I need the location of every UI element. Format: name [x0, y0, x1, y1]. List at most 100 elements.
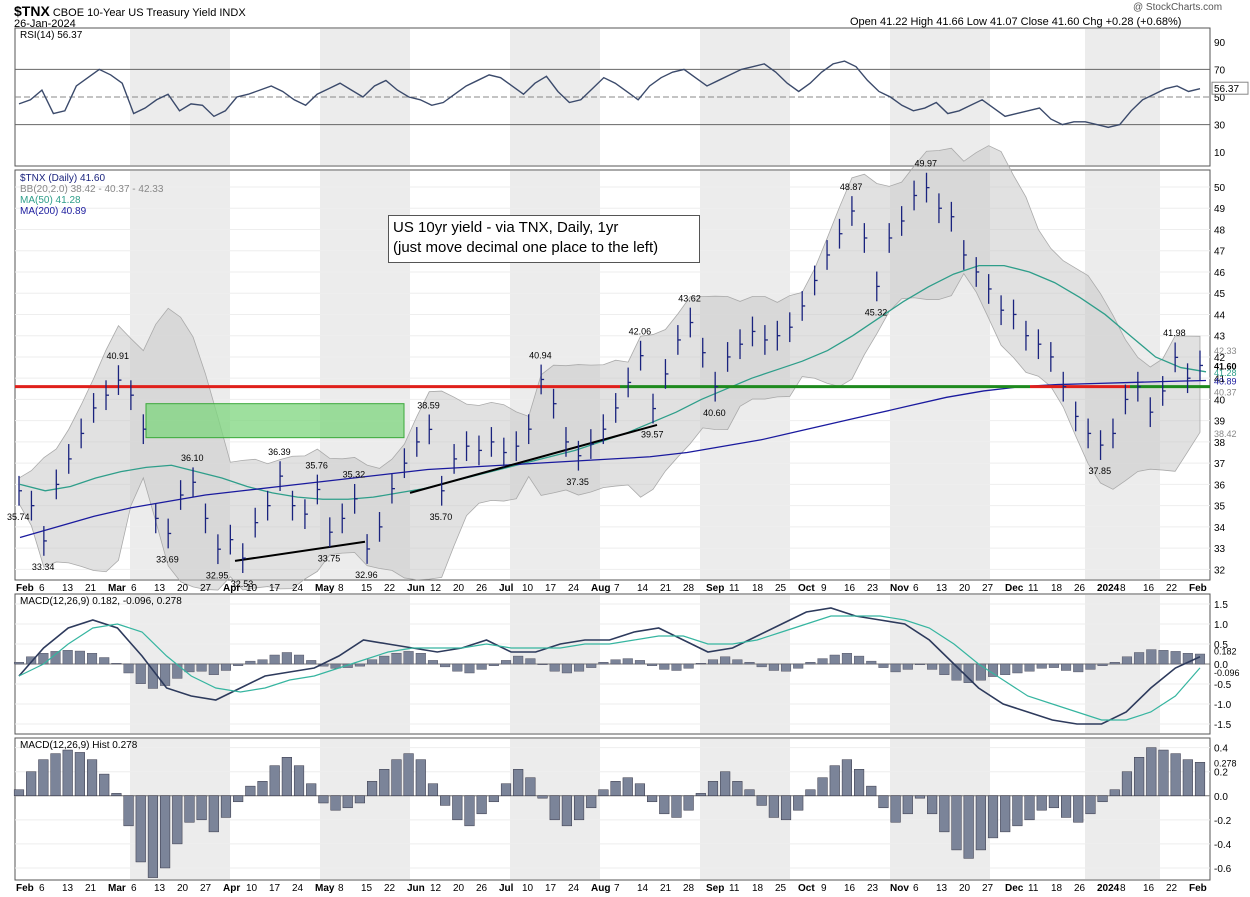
macd-hist-bar: [1170, 651, 1181, 665]
ma200-legend: MA(200) 40.89: [20, 206, 87, 217]
price-tick-label: 45: [1214, 289, 1226, 300]
price-value-label: 41.98: [1163, 328, 1186, 338]
hist-bar: [720, 771, 731, 797]
macd-hist-bar: [367, 659, 378, 665]
macd-hist-bar: [744, 662, 755, 665]
hist-bar: [927, 795, 938, 815]
macd-hist-bar: [963, 663, 974, 683]
price-x-axis-label: 18: [752, 583, 764, 594]
macd-hist-bar: [111, 663, 122, 665]
hist-x-axis-label: 17: [545, 883, 557, 894]
macd-right-label: 0.182: [1214, 647, 1237, 657]
hist-x-axis-label: Oct: [798, 883, 815, 894]
hist-x-axis-label: 15: [361, 883, 373, 894]
hist-bar: [160, 795, 171, 869]
hist-bar: [111, 793, 122, 797]
price-value-label: 32.95: [206, 570, 229, 580]
hist-bar: [440, 795, 451, 806]
macd-hist-bar: [829, 654, 840, 665]
hist-bar: [172, 795, 183, 845]
hist-bar: [403, 753, 414, 797]
price-x-axis-label: 16: [1143, 583, 1155, 594]
hist-bar: [99, 773, 110, 797]
price-x-axis-label: 22: [384, 583, 396, 594]
hist-bar: [634, 783, 646, 797]
hist-bar: [233, 795, 244, 803]
hist-bar: [427, 783, 439, 797]
hist-bar: [488, 795, 499, 803]
price-value-label: 32.96: [355, 570, 378, 580]
hist-x-axis-label: 21: [85, 883, 97, 894]
price-x-axis-label: 27: [200, 583, 212, 594]
hist-x-axis-label: 10: [246, 883, 258, 894]
macd-hist-bar: [147, 663, 158, 689]
symbol: $TNX: [14, 3, 50, 19]
macd-hist-bar: [975, 663, 986, 681]
price-x-axis-label: 9: [821, 583, 827, 594]
macd-hist-bar: [62, 650, 73, 665]
price-x-axis-label: 24: [292, 583, 304, 594]
macd-hist-bar: [939, 663, 950, 676]
hist-bar: [598, 789, 609, 797]
macd-hist-bar: [379, 655, 390, 665]
price-tick-label: 40: [1214, 395, 1226, 406]
symbol-name: CBOE 10-Year US Treasury Yield: [52, 7, 217, 19]
rsi-legend: RSI(14) 56.37: [20, 30, 83, 41]
price-x-axis-label: 7: [614, 583, 620, 594]
hist-bar: [135, 795, 146, 863]
hist-right-label: 0.278: [1214, 758, 1237, 768]
hist-x-axis-label: 27: [982, 883, 994, 894]
macd-hist-bar: [854, 655, 865, 665]
macd-hist-bar: [549, 663, 560, 672]
hist-x-axis-label: 18: [752, 883, 764, 894]
hist-bar: [1146, 747, 1157, 797]
hist-x-axis-label: 6: [39, 883, 45, 894]
hist-bar: [671, 795, 682, 818]
macd-hist-bar: [1109, 662, 1120, 665]
macd-hist-bar: [1036, 663, 1047, 669]
price-value-label: 48.87: [840, 182, 863, 192]
hist-bar: [38, 759, 49, 797]
macd-hist-bar: [342, 663, 353, 668]
price-x-axis-label: 11: [1028, 583, 1039, 594]
price-x-axis-label: 13: [936, 583, 948, 594]
price-value-label: 35.74: [7, 512, 30, 522]
hist-bar: [890, 795, 901, 823]
macd-hist-bar: [659, 663, 670, 670]
hist-x-axis-label: Dec: [1005, 883, 1024, 894]
price-value-label: 35.32: [343, 470, 366, 480]
price-x-axis-label: May: [315, 583, 335, 594]
price-tick-label: 42: [1214, 353, 1226, 364]
price-tick-label: 46: [1214, 268, 1226, 279]
price-x-axis-label: 26: [1074, 583, 1086, 594]
price-x-axis-label: 14: [637, 583, 649, 594]
macd-hist-bar: [196, 663, 207, 672]
price-x-axis-label: 8: [1120, 583, 1126, 594]
macd-hist-bar: [598, 662, 609, 665]
price-x-axis-label: Apr: [223, 583, 240, 594]
hist-bar: [854, 769, 865, 797]
hist-bar: [537, 795, 548, 799]
price-tick-label: 50: [1214, 183, 1226, 194]
price-right-label: 41.60: [1214, 361, 1237, 371]
price-x-axis-label: Dec: [1005, 583, 1024, 594]
price-value-label: 43.62: [678, 293, 701, 303]
macd-hist-bar: [13, 662, 25, 665]
price-value-label: 42.06: [629, 327, 652, 337]
macd-legend: MACD(12,26,9) 0.182, -0.096, 0.278: [20, 596, 182, 607]
macd-hist-bar: [452, 663, 463, 672]
macd-hist-bar: [464, 663, 475, 674]
macd-hist-bar: [208, 663, 219, 676]
macd-hist-bar: [245, 660, 256, 665]
hist-bar: [342, 795, 353, 809]
hist-x-axis-label: Aug: [591, 883, 610, 894]
macd-hist-bar: [561, 663, 572, 674]
hist-bar: [914, 795, 926, 799]
macd-hist-bar: [99, 657, 110, 665]
hist-bar: [963, 795, 974, 859]
price-x-axis-label: 17: [545, 583, 557, 594]
hist-bar: [1121, 771, 1133, 797]
hist-bar: [610, 781, 621, 797]
macd-hist-bar: [1146, 649, 1157, 665]
price-x-axis-label: 22: [1166, 583, 1178, 594]
